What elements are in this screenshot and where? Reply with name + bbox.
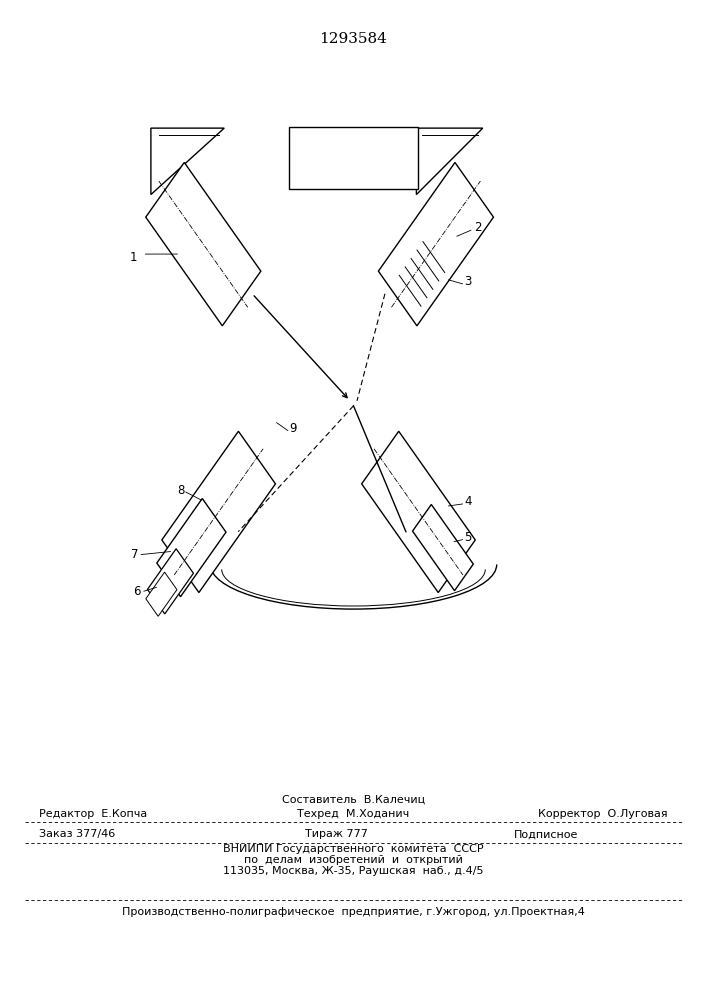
Text: Корректор  О.Луговая: Корректор О.Луговая (538, 809, 668, 819)
Text: Редактор  Е.Копча: Редактор Е.Копча (39, 809, 147, 819)
Polygon shape (148, 549, 194, 614)
Polygon shape (413, 504, 473, 591)
Text: 113035, Москва, Ж-35, Раушская  наб., д.4/5: 113035, Москва, Ж-35, Раушская наб., д.4… (223, 866, 484, 876)
Text: Производственно-полиграфическое  предприятие, г.Ужгород, ул.Проектная,4: Производственно-полиграфическое предприя… (122, 907, 585, 917)
Text: 3: 3 (464, 275, 472, 288)
Text: Подписное: Подписное (514, 829, 578, 839)
Text: 8: 8 (177, 484, 185, 497)
Polygon shape (416, 128, 483, 195)
Polygon shape (146, 572, 177, 616)
Text: Тираж 777: Тираж 777 (305, 829, 368, 839)
Polygon shape (289, 127, 418, 189)
Text: Техред  М.Ходанич: Техред М.Ходанич (298, 809, 409, 819)
Text: Составитель  В.Калечиц: Составитель В.Калечиц (282, 794, 425, 804)
Text: 7: 7 (131, 548, 139, 561)
Text: 4: 4 (464, 495, 472, 508)
Text: 1: 1 (129, 251, 137, 264)
Text: 1293584: 1293584 (320, 32, 387, 46)
Text: 2: 2 (474, 221, 482, 234)
Polygon shape (157, 499, 226, 597)
Polygon shape (378, 162, 493, 326)
Polygon shape (146, 162, 261, 326)
Polygon shape (362, 431, 475, 593)
Polygon shape (151, 128, 224, 195)
Text: Заказ 377/46: Заказ 377/46 (39, 829, 115, 839)
Polygon shape (162, 431, 276, 593)
Text: 6: 6 (133, 585, 141, 598)
Text: по  делам  изобретений  и  открытий: по делам изобретений и открытий (244, 855, 463, 865)
Text: 5: 5 (464, 531, 472, 544)
Text: ВНИИПИ Государственного  комитета  СССР: ВНИИПИ Государственного комитета СССР (223, 844, 484, 854)
Text: 9: 9 (289, 422, 297, 435)
